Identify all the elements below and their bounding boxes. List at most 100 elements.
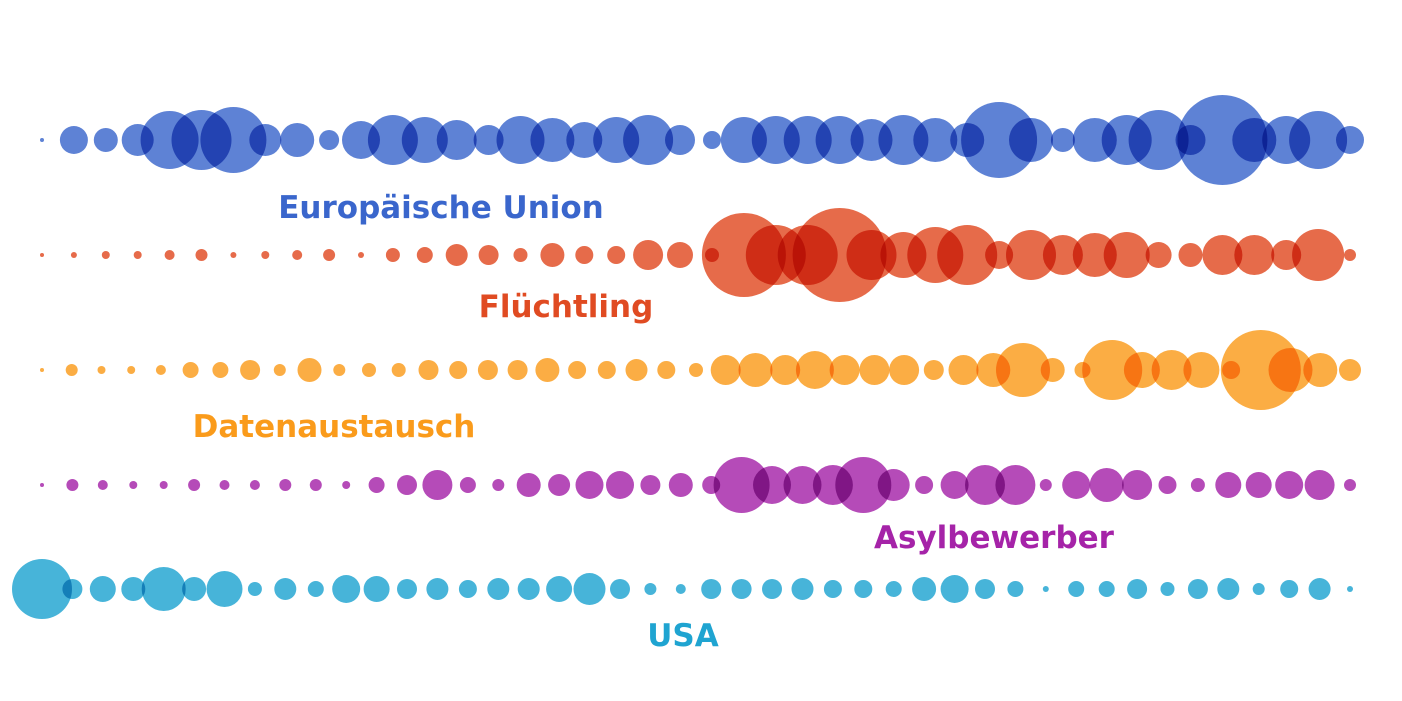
bubble-point bbox=[40, 483, 44, 487]
bubble-point bbox=[200, 107, 267, 173]
bubble-point bbox=[397, 475, 417, 495]
bubble-point bbox=[1245, 472, 1272, 498]
bubble-point bbox=[940, 471, 969, 499]
series-row-4: Asylbewerber bbox=[40, 457, 1356, 556]
bubble-point bbox=[273, 364, 286, 376]
bubble-point bbox=[548, 474, 571, 496]
bubble-point bbox=[762, 579, 782, 599]
bubble-point bbox=[575, 471, 604, 499]
bubble-point bbox=[1123, 352, 1160, 388]
bubble-point bbox=[261, 251, 270, 259]
bubble-point bbox=[1308, 578, 1331, 600]
bubble-point bbox=[333, 364, 346, 376]
bubble-point bbox=[249, 480, 260, 490]
bubble-point bbox=[535, 358, 560, 382]
bubble-point bbox=[507, 360, 528, 380]
bubble-point bbox=[1344, 479, 1356, 491]
bubble-point bbox=[363, 576, 390, 602]
bubble-point bbox=[1217, 578, 1240, 600]
bubble-point bbox=[610, 579, 630, 599]
bubble-point bbox=[93, 128, 118, 152]
bubble-point bbox=[731, 579, 752, 599]
bubble-point bbox=[1344, 249, 1356, 261]
bubble-point bbox=[546, 576, 573, 602]
bubble-point bbox=[1151, 350, 1192, 390]
bubble-point bbox=[1347, 586, 1353, 592]
bubble-point bbox=[141, 567, 186, 611]
bubble-point bbox=[1215, 472, 1242, 498]
bubble-point bbox=[332, 575, 361, 603]
bubble-point bbox=[566, 122, 603, 158]
series-row-3: Datenaustausch bbox=[40, 330, 1361, 445]
bubble-point bbox=[212, 362, 229, 378]
bubble-point bbox=[1339, 359, 1361, 381]
bubble-point bbox=[1009, 118, 1053, 162]
bubble-point bbox=[1082, 340, 1143, 400]
bubble-point bbox=[877, 469, 910, 501]
bubble-point bbox=[623, 115, 674, 165]
bubble-point bbox=[713, 457, 770, 513]
bubble-point bbox=[155, 365, 166, 375]
bubble-point bbox=[795, 351, 834, 389]
bubble-point bbox=[342, 481, 351, 489]
bubble-point bbox=[1268, 348, 1313, 392]
bubble-point bbox=[188, 479, 201, 491]
bubble-point bbox=[426, 578, 449, 600]
bubble-point bbox=[1304, 470, 1335, 500]
bubble-point bbox=[1007, 581, 1024, 597]
bubble-point bbox=[791, 578, 814, 600]
bubble-point bbox=[1039, 479, 1052, 491]
bubble-point bbox=[219, 480, 230, 490]
bubble-point bbox=[1040, 358, 1065, 382]
bubble-point bbox=[1252, 583, 1265, 595]
bubble-point bbox=[492, 479, 505, 491]
bubble-point bbox=[675, 584, 686, 594]
series-row-2: Flüchtling bbox=[40, 208, 1356, 325]
bubble-point bbox=[783, 466, 822, 504]
bubble-point bbox=[1178, 243, 1203, 267]
bubble-point bbox=[915, 476, 934, 494]
bubble-point bbox=[97, 366, 106, 374]
bubble-point bbox=[397, 579, 417, 599]
bubble-point bbox=[913, 118, 958, 162]
bubble-point bbox=[458, 580, 477, 598]
bubble-point bbox=[40, 253, 44, 257]
bubble-point bbox=[1122, 470, 1153, 500]
bubble-point bbox=[829, 355, 860, 385]
bubble-point bbox=[129, 481, 138, 489]
bubble-point bbox=[710, 355, 741, 385]
bubble-point bbox=[385, 248, 400, 262]
bubble-point bbox=[540, 243, 565, 267]
bubble-point bbox=[1275, 471, 1304, 499]
bubble-point bbox=[358, 252, 364, 258]
bubble-point bbox=[307, 581, 324, 597]
bubble-point bbox=[416, 247, 433, 263]
bubble-point bbox=[1062, 471, 1091, 499]
bubble-point bbox=[309, 479, 322, 491]
bubble-point bbox=[516, 473, 541, 497]
bubble-point bbox=[912, 577, 937, 601]
bubble-point bbox=[1006, 230, 1056, 280]
bubble-point bbox=[12, 559, 72, 619]
bubble-point bbox=[1202, 235, 1243, 275]
bubble-point bbox=[644, 583, 657, 595]
bubble-point bbox=[703, 131, 721, 149]
series-rows: Europäische Union Flüchtling Datenaustausc… bbox=[12, 95, 1364, 654]
bubble-point bbox=[249, 124, 282, 156]
series-row-1: Europäische Union bbox=[40, 95, 1364, 226]
bubble-point bbox=[422, 470, 453, 500]
bubble-point bbox=[59, 126, 88, 154]
bubble-point bbox=[292, 250, 303, 260]
series-row-5: USA bbox=[12, 559, 1353, 654]
bubble-point bbox=[247, 582, 262, 596]
bubble-point bbox=[279, 479, 292, 491]
bubble-point bbox=[1098, 581, 1115, 597]
bubble-point bbox=[517, 578, 540, 600]
bubble-point bbox=[657, 361, 676, 379]
bubble-point bbox=[573, 573, 606, 605]
bubble-point bbox=[459, 477, 476, 493]
bubble-point bbox=[280, 123, 315, 157]
bubble-point bbox=[240, 360, 261, 380]
bubble-point bbox=[1183, 352, 1220, 388]
bubble-point bbox=[66, 479, 79, 491]
